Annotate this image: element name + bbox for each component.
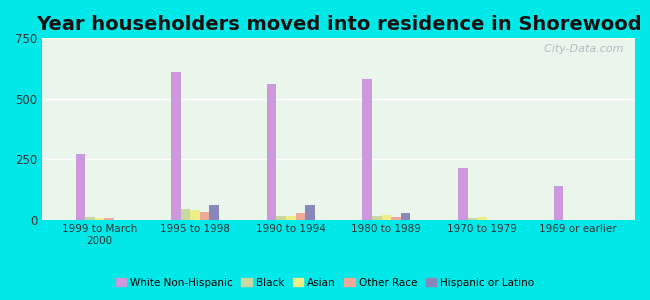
Bar [286,216,296,220]
Bar [181,209,190,220]
Text: City-Data.com: City-Data.com [537,44,623,54]
Bar [554,186,564,220]
Bar [209,205,219,220]
Bar [372,216,382,220]
Bar [382,215,391,220]
Bar [200,212,209,220]
Bar [190,210,200,220]
Bar [75,154,85,220]
Title: Year householders moved into residence in Shorewood: Year householders moved into residence i… [36,15,642,34]
Bar [305,205,315,220]
Bar [477,217,487,220]
Bar [467,218,477,220]
Bar [171,72,181,220]
Bar [458,168,467,220]
Bar [267,84,276,220]
Bar [363,80,372,220]
Bar [95,218,104,220]
Bar [85,217,95,220]
Bar [276,216,286,220]
Legend: White Non-Hispanic, Black, Asian, Other Race, Hispanic or Latino: White Non-Hispanic, Black, Asian, Other … [112,274,538,292]
Bar [391,217,400,220]
Bar [400,214,410,220]
Bar [296,214,305,220]
Bar [104,218,114,220]
